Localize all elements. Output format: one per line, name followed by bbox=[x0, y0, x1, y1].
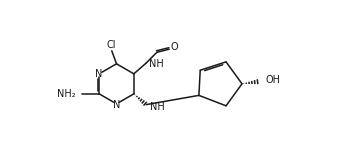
Text: NH: NH bbox=[150, 102, 165, 112]
Text: O: O bbox=[170, 42, 178, 52]
Text: OH: OH bbox=[265, 75, 280, 85]
Text: NH₂: NH₂ bbox=[57, 89, 76, 99]
Text: N: N bbox=[113, 100, 120, 110]
Text: NH: NH bbox=[149, 59, 164, 69]
Text: N: N bbox=[95, 69, 102, 79]
Text: Cl: Cl bbox=[106, 40, 116, 50]
